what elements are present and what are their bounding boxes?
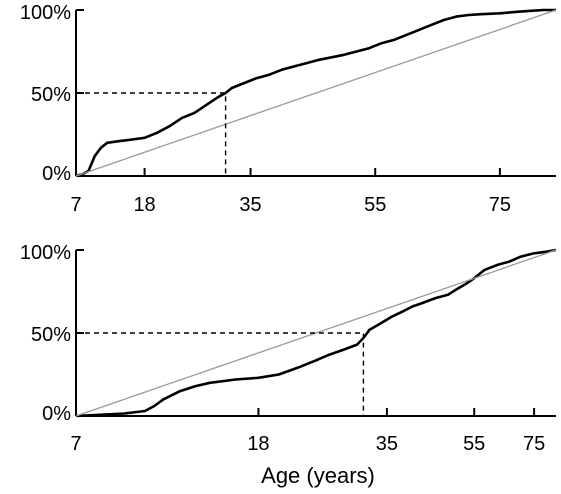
y-tick-label: 100% bbox=[20, 2, 71, 24]
reference-line bbox=[75, 9, 557, 177]
x-tick-label: 7 bbox=[70, 433, 81, 455]
x-axis-label: Age (years) bbox=[261, 463, 375, 488]
reference-line bbox=[75, 249, 557, 417]
y-tick-label: 100% bbox=[20, 242, 71, 264]
x-tick-label: 35 bbox=[376, 433, 398, 455]
x-tick-label: 75 bbox=[523, 433, 545, 455]
y-tick-label: 50% bbox=[31, 324, 71, 346]
median-guide-line bbox=[76, 332, 365, 416]
y-tick-label: 0% bbox=[42, 403, 71, 425]
cumulative-curve bbox=[75, 8, 556, 178]
x-tick-label: 55 bbox=[463, 433, 485, 455]
x-tick-label: 55 bbox=[364, 194, 386, 216]
chart-panel-bottom: 0% 50% 100% 7 18 35 55 75 bbox=[20, 242, 557, 455]
x-tick-label: 7 bbox=[70, 194, 81, 216]
x-tick-label: 18 bbox=[133, 194, 155, 216]
x-tick-label: 35 bbox=[239, 194, 261, 216]
y-tick-label: 50% bbox=[31, 84, 71, 106]
y-tick-label: 0% bbox=[42, 163, 71, 185]
x-tick-label: 75 bbox=[489, 194, 511, 216]
chart-panel-top: 0% 50% 100% 7 18 35 55 75 bbox=[20, 2, 557, 216]
x-tick-label: 18 bbox=[247, 433, 269, 455]
median-guide-line bbox=[76, 92, 227, 176]
cumulative-curve bbox=[75, 248, 557, 418]
